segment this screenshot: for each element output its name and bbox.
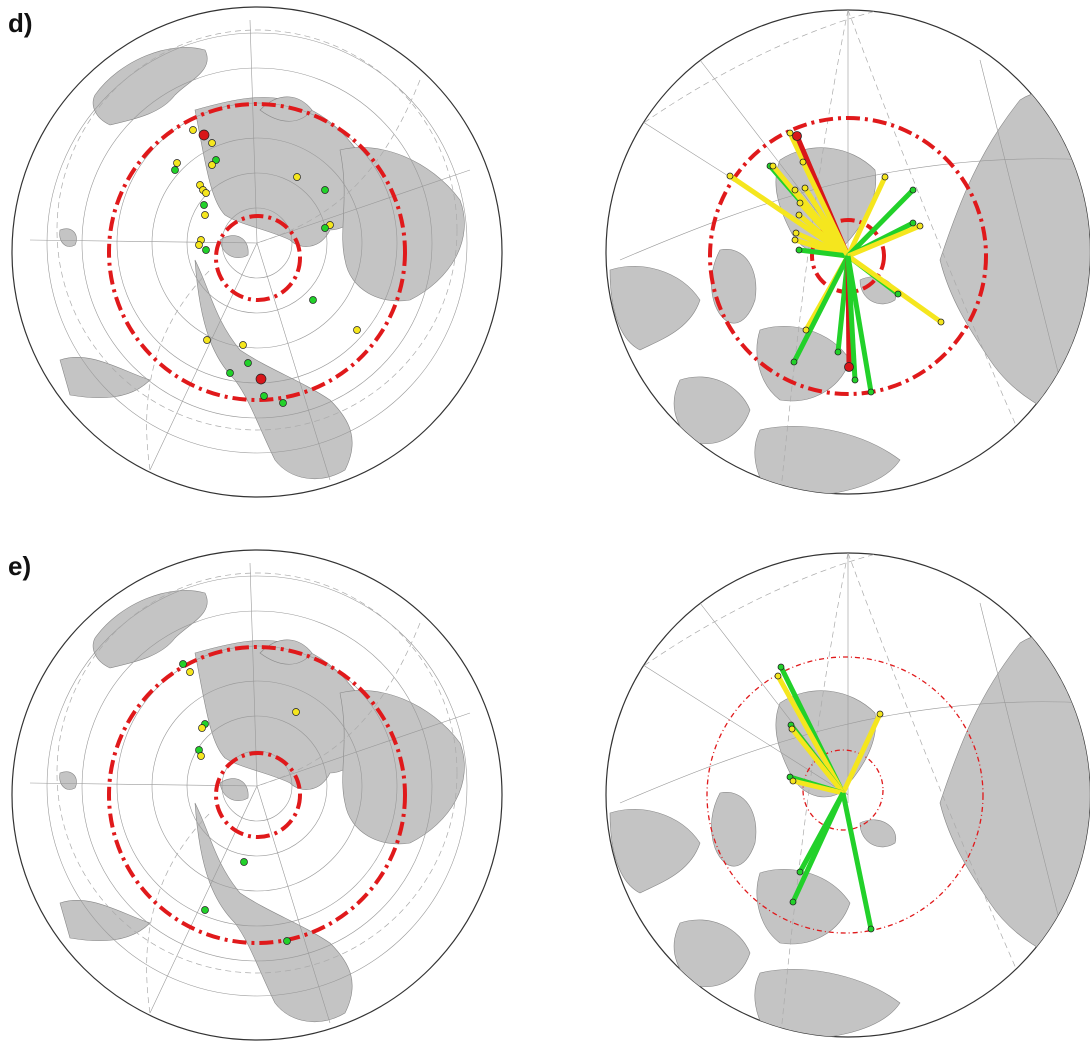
site [309,296,317,304]
ray [775,674,846,795]
ray [846,253,943,325]
ray [845,255,874,393]
site [239,341,247,349]
site [197,752,205,760]
site [321,186,329,194]
globe-map [12,7,502,497]
site [201,211,209,219]
ray [845,175,888,258]
sites [171,126,945,945]
ray [840,712,883,795]
site [198,129,210,141]
site [195,241,203,249]
inner-circle [214,214,302,302]
inner-circle [802,749,884,831]
site [796,199,804,207]
site [212,156,220,164]
site [283,937,291,945]
ray [840,792,874,930]
site [916,222,924,230]
panel-label: d) [8,8,33,38]
site [867,388,875,396]
site [867,925,875,933]
site [260,392,268,400]
site [203,336,211,344]
site [726,172,734,180]
site [791,186,799,194]
site [189,126,197,134]
site [292,708,300,716]
site [186,668,194,676]
outer-circle [107,645,407,945]
site [240,858,248,866]
site [795,211,803,219]
ray [791,254,851,364]
site [774,672,782,680]
site [789,777,797,785]
ray [790,727,845,795]
site [202,246,210,254]
panel-label: e) [8,551,31,581]
site [909,186,917,194]
site [179,660,187,668]
site [279,399,287,407]
site [769,162,777,170]
site [353,326,361,334]
site [200,201,208,209]
ray [798,247,849,259]
site [909,219,917,227]
site [198,724,206,732]
site [791,236,799,244]
site [894,290,902,298]
site [255,373,267,385]
site [208,161,216,169]
inner-circle [214,751,302,839]
site [244,359,252,367]
site [786,129,794,137]
site [226,369,234,377]
site [844,362,854,372]
outer-circle [706,656,984,934]
site [321,224,329,232]
site [788,725,796,733]
ray [846,188,915,258]
site [789,898,797,906]
site [293,173,301,181]
site [208,139,216,147]
site [173,159,181,167]
site [202,189,210,197]
site [876,710,884,718]
site [881,173,889,181]
ray [800,160,851,258]
site [851,376,859,384]
site [792,131,802,141]
site [799,158,807,166]
site [802,326,810,334]
ray [790,791,846,904]
zoom-map [606,553,1090,1043]
site [801,184,809,192]
site [792,229,800,237]
site [795,246,803,254]
site [834,348,842,356]
outer-circle [107,102,407,402]
site [796,868,804,876]
ray [847,223,921,259]
site [790,358,798,366]
site [171,166,179,174]
site [201,906,209,914]
site [777,663,785,671]
outer-circle [708,116,988,396]
globe-map [12,550,502,1040]
site [937,318,945,326]
ray [792,778,844,796]
ray [797,213,850,258]
